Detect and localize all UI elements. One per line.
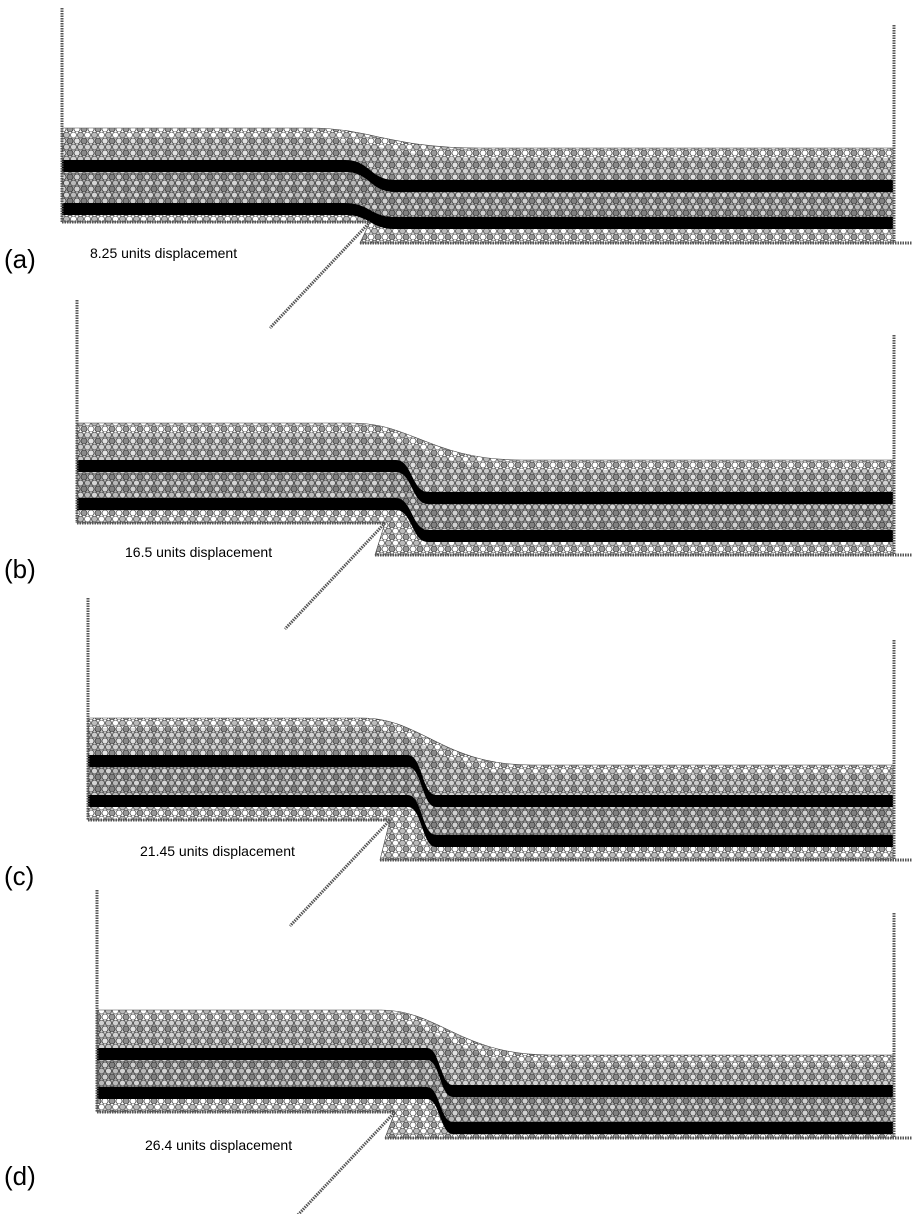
panel: (d) 26.4 units displacement (4, 890, 912, 1214)
black-band (62, 160, 893, 192)
panel-label: (b) (4, 554, 36, 584)
fault (268, 220, 372, 330)
gray-layer (77, 433, 893, 492)
black-band (77, 460, 893, 504)
panel-caption: 21.45 units displacement (140, 843, 295, 859)
gray-layer (62, 138, 893, 180)
panel: (b) 16.5 units displacement (4, 300, 912, 631)
gray-layer (88, 728, 893, 795)
black-band (97, 1087, 893, 1134)
black-band (97, 1048, 893, 1097)
panel-label: (a) (4, 244, 36, 274)
black-band (77, 498, 893, 542)
panel-label: (c) (4, 861, 34, 891)
panel-caption: 26.4 units displacement (145, 1137, 292, 1153)
panel: (c) 21.45 units displacement (4, 598, 912, 928)
fault (283, 521, 387, 631)
gray-layer (88, 767, 893, 835)
gray-layer (62, 172, 893, 217)
panel-label: (d) (4, 1161, 36, 1191)
panel-caption: 16.5 units displacement (125, 544, 272, 560)
gray-layer (97, 1060, 893, 1122)
black-band (62, 203, 893, 229)
gray-layer (77, 472, 893, 530)
panel-caption: 8.25 units displacement (90, 245, 237, 261)
gray-layer (97, 1020, 893, 1085)
fault (296, 1110, 397, 1214)
fault (288, 818, 392, 928)
black-band (88, 795, 893, 847)
black-band (88, 755, 893, 807)
panel: (a) 8.25 units displacement (4, 8, 912, 330)
